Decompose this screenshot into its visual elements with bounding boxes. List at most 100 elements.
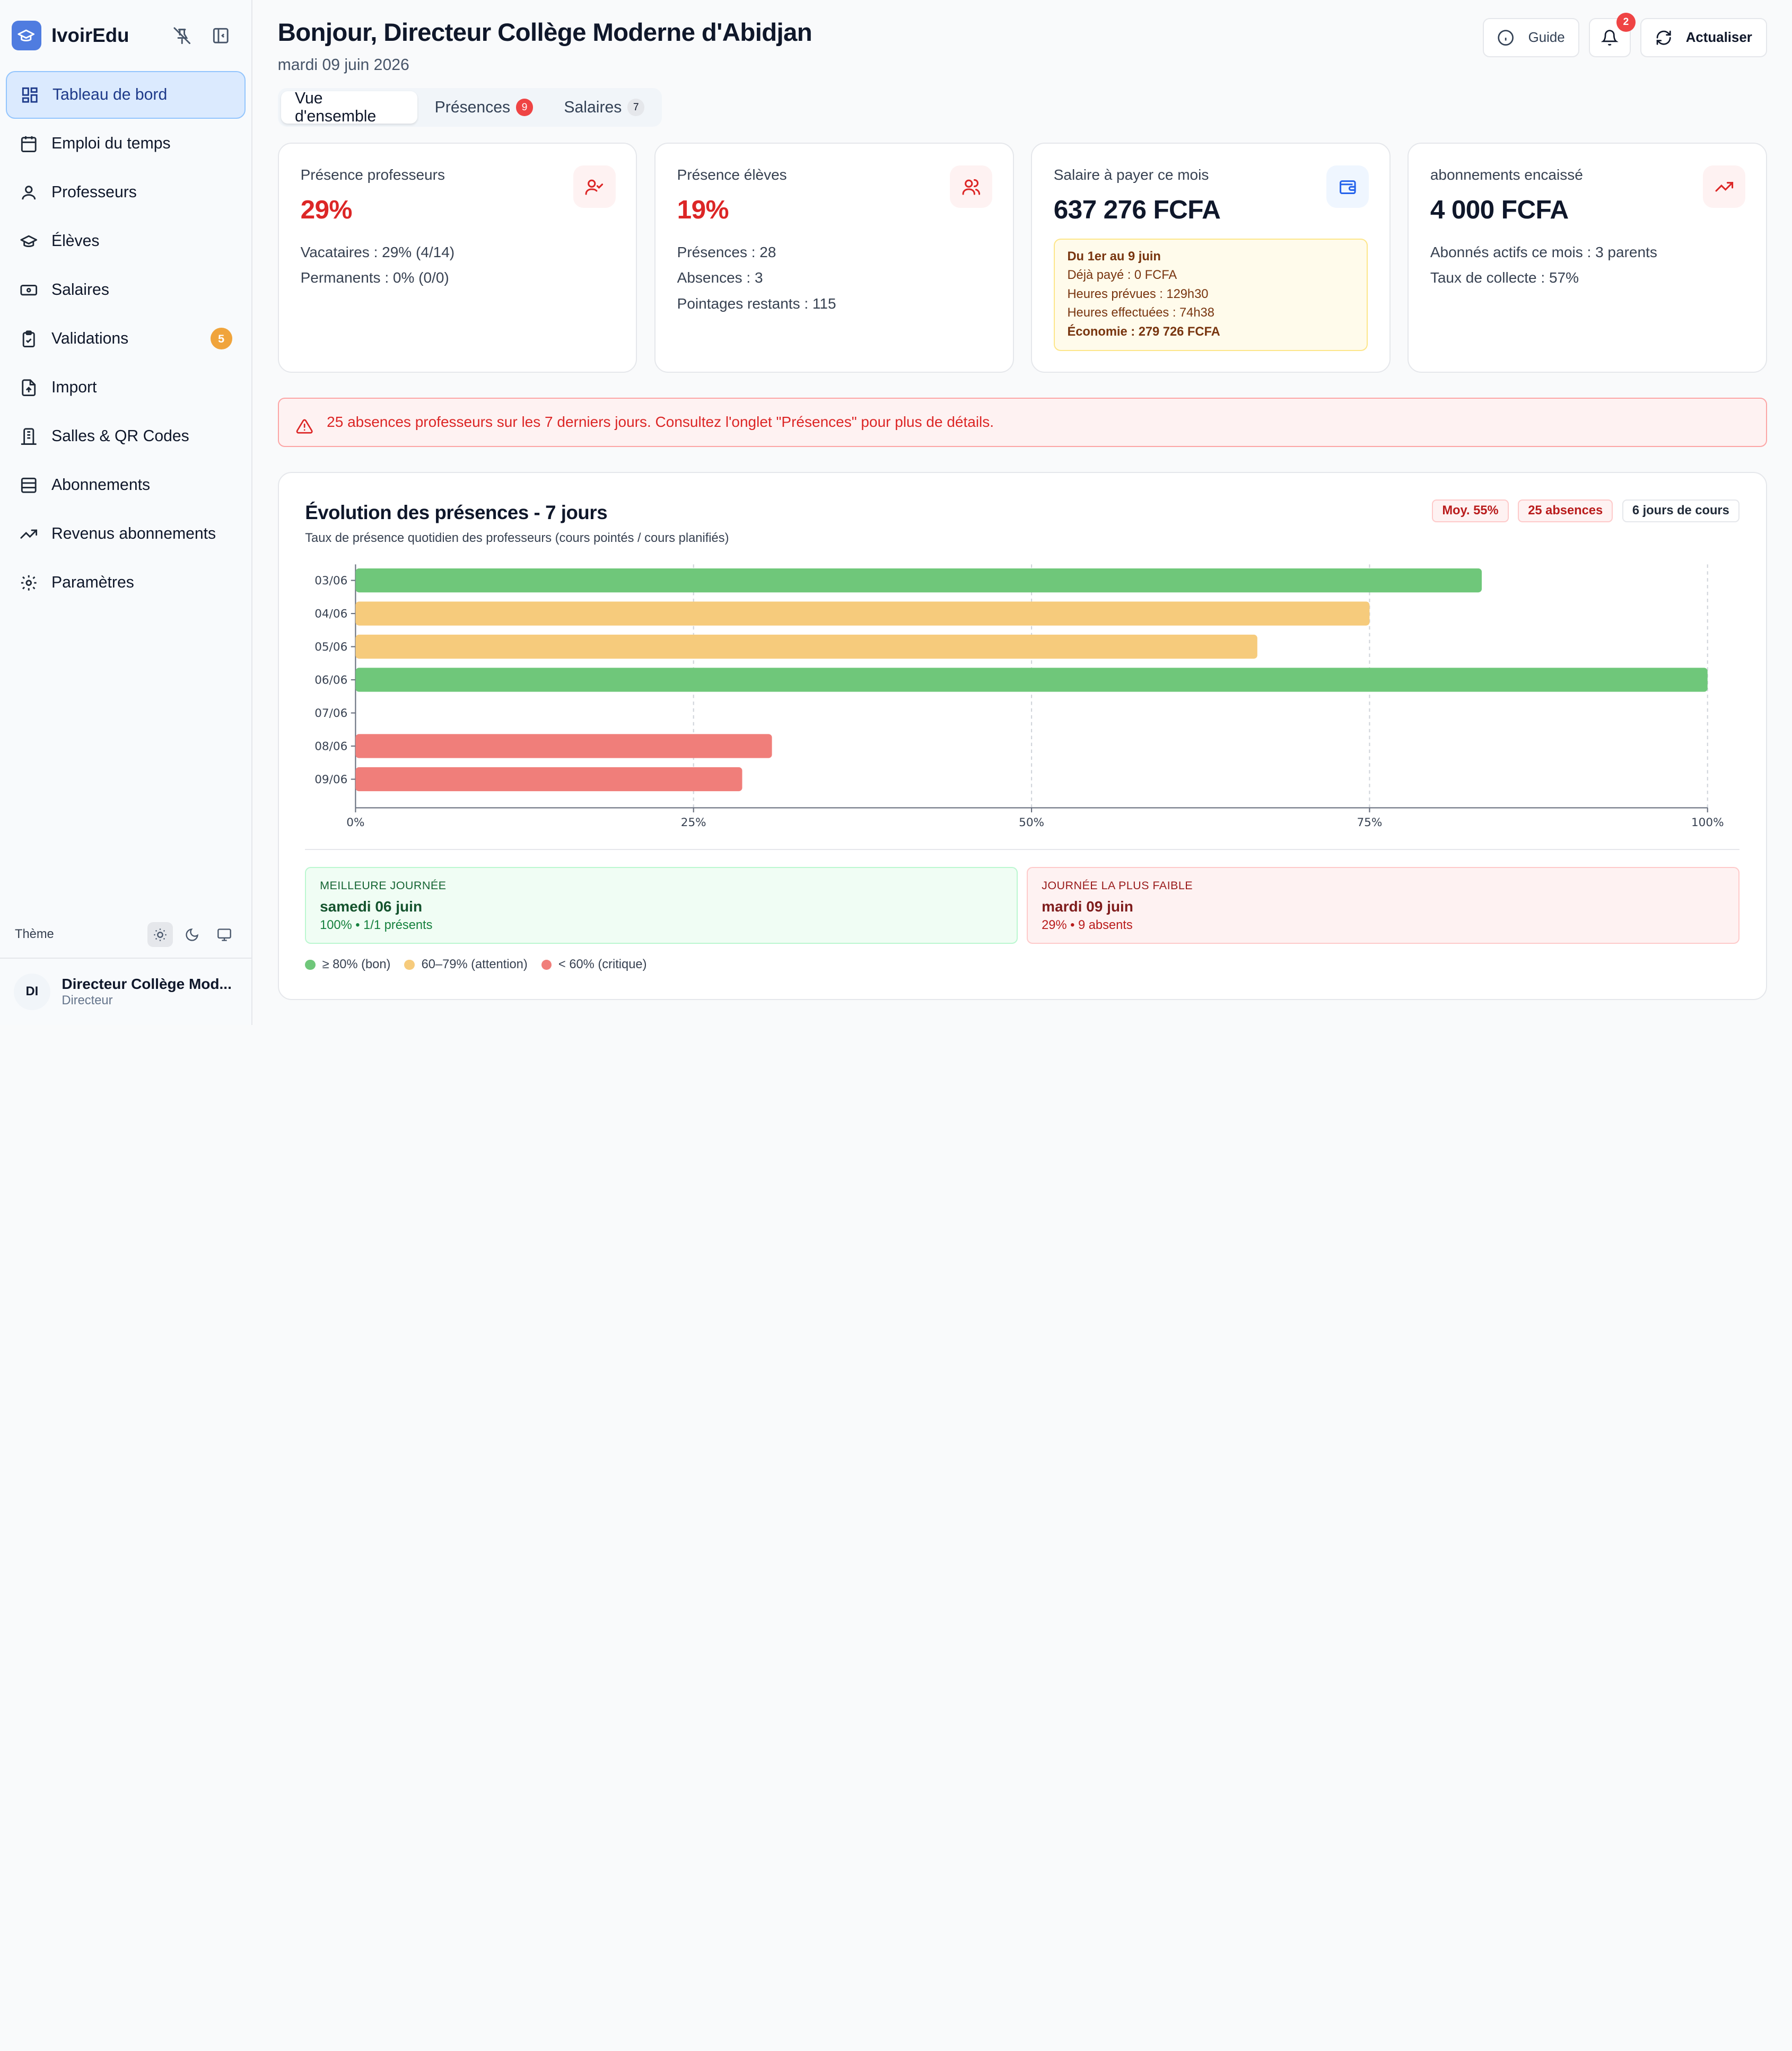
salary-hours-done: Heures effectuées : 74h38 (1067, 306, 1214, 320)
y-tick-label: 09/06 (314, 773, 347, 786)
main-content: Bonjour, Directeur Collège Moderne d'Abi… (252, 0, 1792, 1025)
banknote-icon (20, 281, 38, 299)
y-tick-label: 05/06 (314, 641, 347, 654)
card-detail: Présences : 28 (677, 243, 776, 260)
card-value: 637 276 FCFA (1053, 194, 1221, 224)
tab-bar: Vue d'ensemble Présences 9 Salaires 7 (277, 87, 662, 127)
x-tick-label: 50% (1019, 816, 1044, 827)
divider (305, 848, 1740, 851)
user-check-icon (573, 165, 616, 208)
trending-up-icon (20, 525, 38, 543)
clipboard-check-icon (20, 330, 38, 348)
salary-period: Du 1er au 9 juin (1067, 249, 1161, 264)
refresh-icon (1655, 29, 1672, 46)
legend-item-warn: 60–79% (attention) (404, 957, 528, 972)
users-icon (949, 165, 992, 208)
sidebar-item-label: Revenus abonnements (51, 524, 216, 542)
card-detail: Absences : 3 (677, 269, 763, 286)
sidebar-item-rooms[interactable]: Salles & QR Codes (6, 413, 246, 461)
card-value: 4 000 FCFA (1430, 194, 1569, 224)
graduation-cap-logo-icon (11, 20, 41, 50)
best-day-label: MEILLEURE JOURNÉE (320, 878, 447, 892)
page-title: Bonjour, Directeur Collège Moderne d'Abi… (277, 19, 812, 47)
worst-day-card: JOURNÉE LA PLUS FAIBLE mardi 09 juin 29%… (1027, 867, 1740, 944)
best-day-card: MEILLEURE JOURNÉE samedi 06 juin 100% • … (305, 867, 1018, 944)
avatar: DI (13, 973, 50, 1010)
sidebar-item-settings[interactable]: Paramètres (6, 559, 246, 607)
legend-dot-crit (541, 959, 552, 970)
card-value: 19% (677, 194, 729, 224)
collapse-sidebar-icon[interactable] (211, 25, 231, 46)
building-icon (20, 427, 38, 445)
sidebar-item-subscriptions[interactable]: Abonnements (6, 461, 246, 510)
sidebar-item-subscription-revenue[interactable]: Revenus abonnements (6, 510, 246, 558)
moon-icon[interactable] (180, 922, 205, 947)
monitor-icon[interactable] (212, 922, 237, 947)
file-import-icon (20, 379, 38, 397)
x-tick-label: 0% (346, 816, 364, 827)
legend-label: 60–79% (attention) (421, 957, 528, 971)
bar-05-06 (355, 634, 1257, 659)
user-name: Directeur Collège Mod... (62, 975, 232, 992)
legend-item-good: ≥ 80% (bon) (305, 958, 390, 972)
tab-label: Présences (434, 98, 511, 116)
sidebar-item-label: Validations (51, 329, 129, 347)
unpin-icon[interactable] (171, 25, 192, 46)
tab-salaries[interactable]: Salaires 7 (550, 91, 659, 123)
current-date: mardi 09 juin 2026 (277, 56, 409, 74)
bar-08-06 (355, 734, 772, 758)
sidebar-item-validations[interactable]: Validations 5 (6, 315, 246, 363)
card-detail: Permanents : 0% (0/0) (300, 269, 449, 286)
tab-overview[interactable]: Vue d'ensemble (281, 90, 418, 125)
legend-item-crit: < 60% (critique) (541, 958, 646, 972)
tab-badge: 9 (515, 99, 534, 116)
graduation-cap-icon (20, 232, 38, 250)
salary-hours-planned: Heures prévues : 129h30 (1067, 287, 1209, 301)
teacher-attendance-card: Présence professeurs 29% Vacataires : 29… (277, 143, 637, 373)
sidebar-item-timetable[interactable]: Emploi du temps (6, 120, 246, 168)
y-tick-label: 06/06 (314, 674, 347, 687)
app-root: IvoirEdu Tableau de bord Emploi du temps (0, 0, 1792, 1026)
subscriptions-card: abonnements encaissé 4 000 FCFA Abonnés … (1407, 143, 1767, 373)
notifications-button[interactable]: 2 (1588, 12, 1636, 57)
chart-legend: ≥ 80% (bon) 60–79% (attention) < 60% (cr… (305, 958, 646, 972)
sidebar-item-label: Professeurs (51, 183, 137, 201)
sidebar-item-salaries[interactable]: Salaires (6, 266, 246, 314)
refresh-button[interactable]: Actualiser (1640, 18, 1767, 57)
legend-dot-warn (404, 959, 415, 970)
sidebar-item-label: Emploi du temps (51, 134, 171, 152)
theme-switcher: Thème (0, 921, 251, 949)
card-detail: Vacataires : 29% (4/14) (300, 243, 455, 260)
sidebar-item-label: Abonnements (51, 476, 151, 494)
sidebar-item-label: Élèves (51, 232, 100, 250)
tab-badge: 7 (627, 99, 645, 116)
salary-paid: Déjà payé : 0 FCFA (1067, 268, 1177, 283)
notification-count-badge: 2 (1616, 12, 1636, 32)
card-detail: Taux de collecte : 57% (1430, 269, 1579, 286)
chart-svg: 0% 25% 50% 75% 100% 03/06 04/06 05/06 06/06 07/06… (314, 564, 1724, 829)
sidebar-item-students[interactable]: Élèves (6, 217, 246, 266)
panel-subtitle: Taux de présence quotidien des professeu… (305, 531, 729, 545)
tab-label: Salaires (564, 98, 622, 116)
sidebar-item-teachers[interactable]: Professeurs (6, 169, 246, 217)
sidebar-item-label: Import (51, 378, 97, 396)
sun-icon[interactable] (147, 922, 173, 948)
student-attendance-card: Présence élèves 19% Présences : 28 Absen… (654, 143, 1014, 373)
bar-09-06 (355, 767, 742, 792)
tab-attendance[interactable]: Présences 9 (421, 91, 547, 123)
sidebar-item-import[interactable]: Import (6, 364, 246, 412)
sidebar-item-dashboard[interactable]: Tableau de bord (5, 71, 246, 119)
sidebar-nav: Tableau de bord Emploi du temps Professe… (0, 71, 251, 607)
user-icon (20, 183, 38, 201)
sidebar-item-label: Salaires (51, 281, 109, 299)
worst-day-date: mardi 09 juin (1042, 898, 1133, 915)
school-days-badge: 6 jours de cours (1622, 499, 1740, 522)
calendar-icon (20, 135, 38, 153)
guide-button[interactable]: Guide (1482, 18, 1580, 57)
theme-label: Thème (15, 927, 54, 942)
card-label: Présence professeurs (300, 166, 445, 183)
user-role: Directeur (62, 994, 113, 1008)
legend-dot-good (305, 959, 316, 970)
worst-day-detail: 29% • 9 absents (1042, 918, 1133, 933)
user-profile[interactable]: DI Directeur Collège Mod... Directeur (0, 957, 252, 1025)
